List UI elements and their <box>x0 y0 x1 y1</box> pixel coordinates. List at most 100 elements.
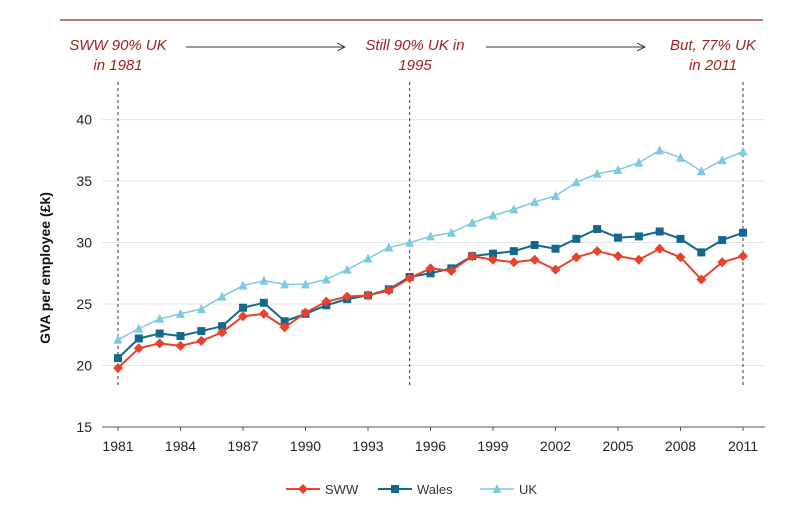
point-wales-1989 <box>280 317 289 326</box>
point-uk-1991 <box>321 274 331 284</box>
point-sww-1987 <box>238 311 248 322</box>
point-uk-1993 <box>363 253 373 263</box>
x-tick-label: 1993 <box>352 438 383 454</box>
point-sww-1991 <box>321 296 332 307</box>
point-wales-2007 <box>655 227 664 236</box>
point-wales-1984 <box>176 332 185 341</box>
point-uk-2011 <box>738 146 748 156</box>
point-wales-1982 <box>134 334 143 343</box>
point-wales-1999 <box>489 249 497 258</box>
grid-lines <box>102 119 765 367</box>
point-uk-2008 <box>676 152 685 162</box>
point-sww-1985 <box>196 335 207 346</box>
annotation-2011-line1: But, 77% UK <box>670 37 757 54</box>
point-sww-2011 <box>738 251 748 262</box>
point-sww-1998 <box>467 251 478 262</box>
point-uk-1992 <box>342 264 352 274</box>
point-wales-1981 <box>114 354 122 363</box>
point-sww-1984 <box>175 340 186 351</box>
point-wales-2002 <box>551 244 560 253</box>
point-uk-1982 <box>134 323 144 333</box>
legend: SWW Wales UK <box>286 482 537 497</box>
point-sww-2007 <box>654 243 665 254</box>
point-sww-1993 <box>363 290 373 301</box>
point-sww-1981 <box>113 362 123 373</box>
x-tick-labels: 1981 1984 1987 1990 1993 1996 1999 2002 2005 2008… <box>102 427 758 454</box>
series-wales <box>114 225 747 363</box>
point-wales-2005 <box>614 233 622 242</box>
point-wales-2008 <box>676 234 685 243</box>
point-uk-1988 <box>259 275 269 285</box>
point-wales-1988 <box>259 298 268 307</box>
point-sww-1997 <box>446 265 457 276</box>
point-sww-2006 <box>633 254 644 265</box>
point-sww-2003 <box>571 252 582 263</box>
x-tick-label: 1987 <box>227 438 258 454</box>
point-uk-1996 <box>426 231 435 241</box>
point-sww-2002 <box>550 264 561 275</box>
point-sww-1983 <box>154 338 165 349</box>
point-uk-2003 <box>571 177 581 187</box>
point-wales-1985 <box>197 327 206 336</box>
point-uk-1985 <box>196 303 206 313</box>
y-tick-label: 25 <box>76 296 92 312</box>
point-uk-2001 <box>530 196 540 206</box>
point-uk-1987 <box>238 280 248 290</box>
point-wales-2011 <box>739 228 747 237</box>
point-wales-2004 <box>593 225 602 234</box>
series-sww <box>113 243 748 373</box>
point-uk-1994 <box>384 242 394 252</box>
legend-label-uk: UK <box>519 482 537 497</box>
y-tick-label: 15 <box>76 419 92 435</box>
x-tick-label: 1999 <box>477 438 508 454</box>
point-sww-1995 <box>404 273 415 284</box>
point-sww-2008 <box>675 252 686 263</box>
point-sww-1990 <box>300 307 311 318</box>
x-tick-label: 1984 <box>165 438 196 454</box>
legend-label-wales: Wales <box>417 482 453 497</box>
point-uk-1995 <box>405 237 415 247</box>
point-uk-2009 <box>696 166 706 176</box>
series-uk <box>113 145 748 344</box>
x-tick-label: 2008 <box>665 438 696 454</box>
point-uk-2002 <box>551 190 560 200</box>
point-wales-1987 <box>239 303 247 312</box>
x-tick-label: 1990 <box>290 438 321 454</box>
y-tick-labels: 15 20 25 30 35 40 <box>76 112 92 435</box>
point-wales-2010 <box>718 236 727 245</box>
point-sww-1989 <box>279 322 290 333</box>
point-sww-2010 <box>717 257 728 268</box>
annotation-1995-line1: Still 90% UK in <box>365 37 464 54</box>
point-sww-1994 <box>383 285 394 296</box>
point-uk-1990 <box>301 279 310 289</box>
series-line-wales <box>117 228 744 359</box>
point-wales-2006 <box>634 232 643 241</box>
point-sww-1988 <box>258 308 269 319</box>
point-sww-1982 <box>133 343 144 354</box>
point-sww-2001 <box>529 254 540 265</box>
point-wales-2003 <box>572 234 581 243</box>
point-uk-1981 <box>113 334 123 344</box>
y-axis-title: GVA per employee (£k) <box>37 192 53 344</box>
point-uk-2004 <box>592 168 602 178</box>
point-uk-2006 <box>634 157 644 167</box>
point-uk-2010 <box>717 155 727 165</box>
point-uk-2005 <box>613 165 623 175</box>
point-uk-1989 <box>280 279 290 289</box>
point-sww-2004 <box>592 246 603 257</box>
legend-marker-sww <box>298 484 308 494</box>
annotation-1981-line1: SWW 90% UK <box>69 37 168 54</box>
point-wales-2001 <box>530 241 539 250</box>
x-tick-label: 2005 <box>602 438 633 454</box>
point-wales-2009 <box>697 248 706 257</box>
point-wales-1983 <box>155 329 164 338</box>
annotation-1981-line2: in 1981 <box>93 57 142 74</box>
y-tick-label: 40 <box>76 112 92 128</box>
point-sww-1999 <box>488 254 498 265</box>
annotation-2011-line2: in 2011 <box>689 57 737 74</box>
y-tick-label: 20 <box>76 358 92 374</box>
point-sww-1996 <box>425 263 436 274</box>
x-tick-label: 1981 <box>102 438 133 454</box>
y-tick-label: 35 <box>76 173 92 189</box>
